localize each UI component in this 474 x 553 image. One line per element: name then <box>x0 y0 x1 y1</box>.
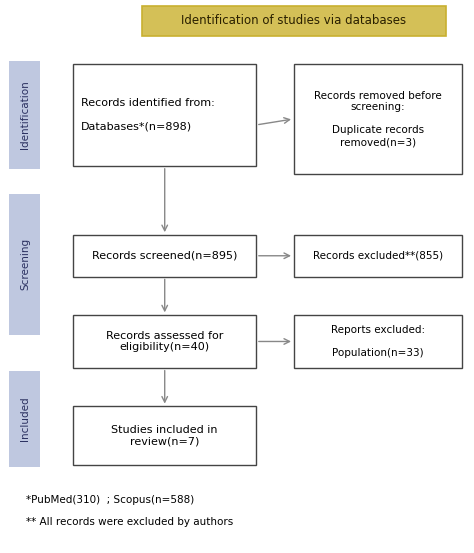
Text: *PubMed(310)  ; Scopus(n=588): *PubMed(310) ; Scopus(n=588) <box>26 495 194 505</box>
FancyBboxPatch shape <box>294 64 462 174</box>
FancyBboxPatch shape <box>294 235 462 276</box>
FancyBboxPatch shape <box>73 235 256 276</box>
Text: Identification of studies via databases: Identification of studies via databases <box>182 14 406 27</box>
FancyBboxPatch shape <box>9 61 40 169</box>
FancyBboxPatch shape <box>73 315 256 368</box>
Text: Records excluded**(855): Records excluded**(855) <box>313 251 443 261</box>
FancyBboxPatch shape <box>9 371 40 467</box>
Text: Studies included in
review(n=7): Studies included in review(n=7) <box>111 425 218 446</box>
Text: Screening: Screening <box>20 238 30 290</box>
Text: Included: Included <box>20 397 30 441</box>
FancyBboxPatch shape <box>294 315 462 368</box>
Text: Records screened(n=895): Records screened(n=895) <box>92 251 237 261</box>
FancyBboxPatch shape <box>73 64 256 166</box>
Text: Identification: Identification <box>20 80 30 149</box>
FancyBboxPatch shape <box>142 6 446 36</box>
Text: ** All records were excluded by authors: ** All records were excluded by authors <box>26 518 233 528</box>
Text: Records removed before
screening:

Duplicate records
removed(n=3): Records removed before screening: Duplic… <box>314 91 442 147</box>
Text: Reports excluded:

Population(n=33): Reports excluded: Population(n=33) <box>331 325 425 358</box>
FancyBboxPatch shape <box>9 194 40 335</box>
FancyBboxPatch shape <box>73 406 256 465</box>
Text: Records identified from:

Databases*(n=898): Records identified from: Databases*(n=89… <box>81 98 214 132</box>
Text: Records assessed for
eligibility(n=40): Records assessed for eligibility(n=40) <box>106 331 223 352</box>
